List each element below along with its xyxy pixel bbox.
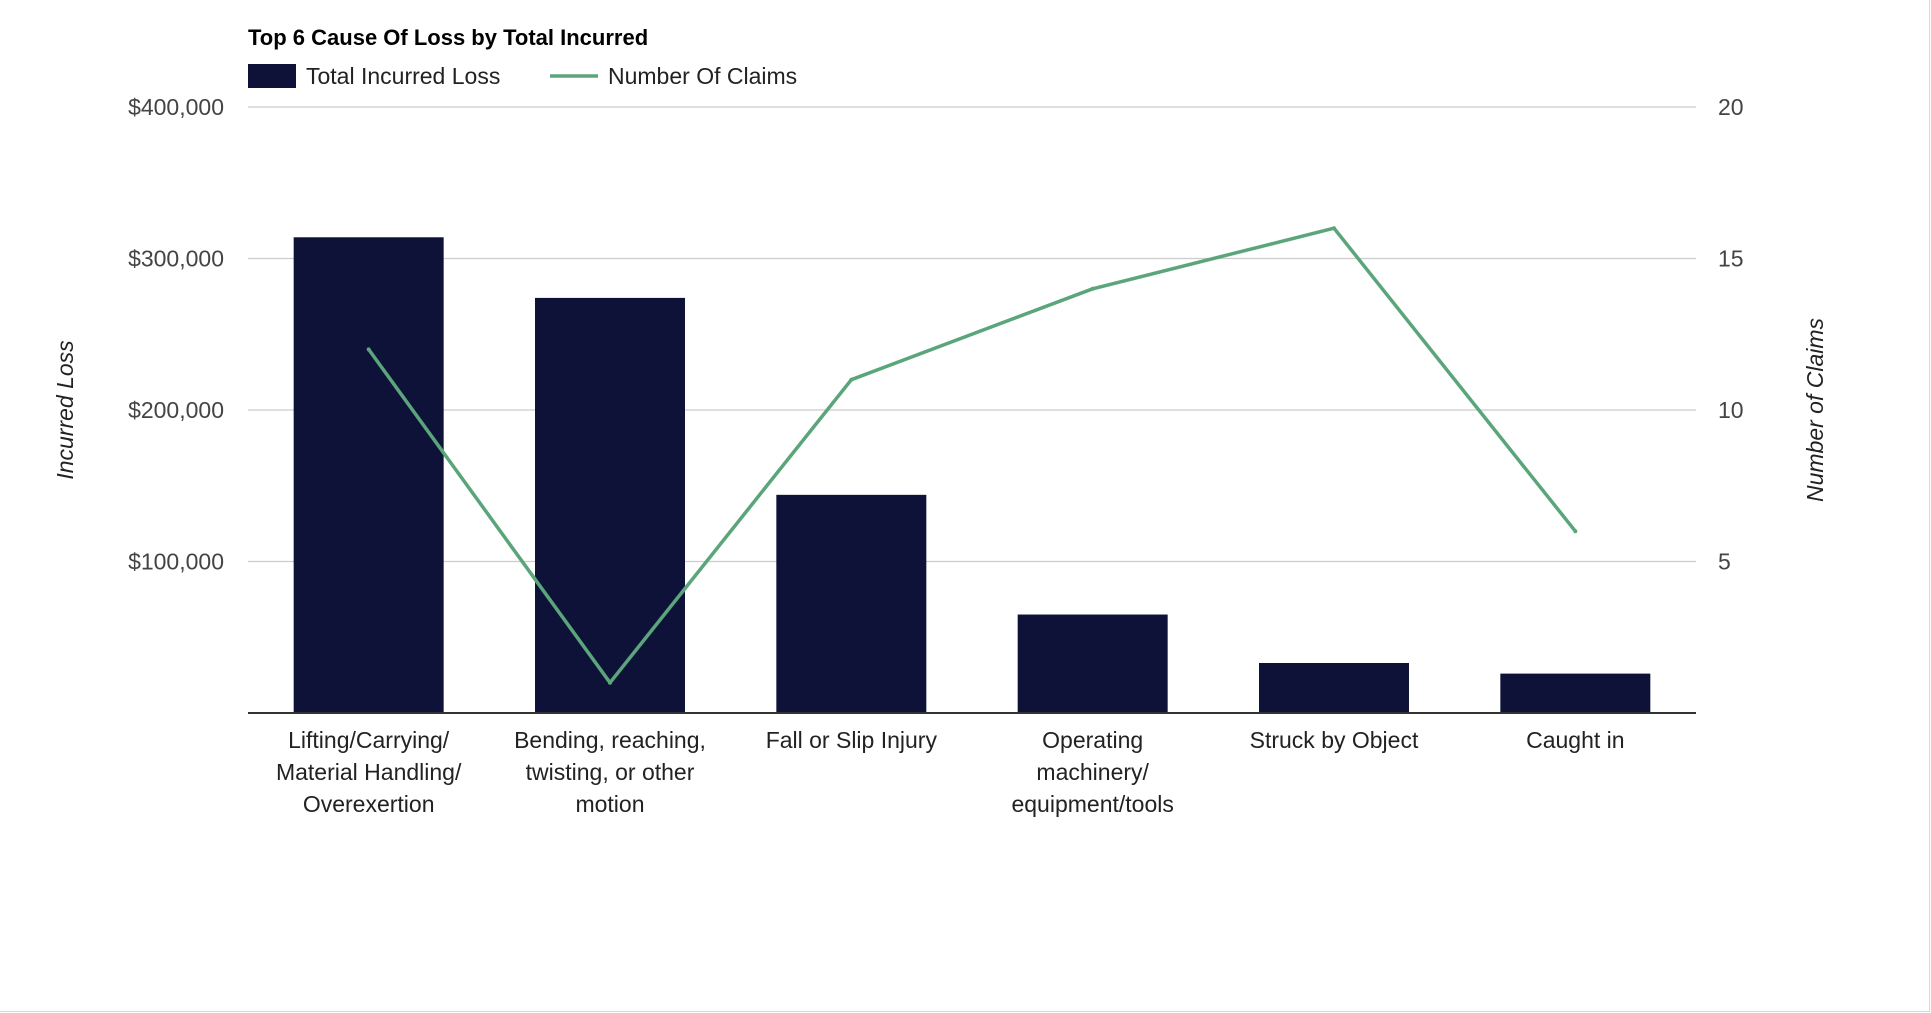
bar[interactable] (1500, 673, 1651, 713)
bar[interactable] (293, 237, 444, 714)
x-axis-categories: Lifting/Carrying/Material Handling/Overe… (276, 727, 1625, 817)
y2-axis-title: Number of Claims (1802, 317, 1828, 502)
bar[interactable] (535, 297, 685, 713)
claims-point[interactable] (1332, 226, 1336, 231)
category-label: Fall or Slip Injury (766, 727, 938, 753)
chart-title: Top 6 Cause Of Loss by Total Incurred (248, 25, 648, 50)
bar[interactable] (1017, 614, 1168, 713)
category-label: Lifting/Carrying/Material Handling/Overe… (276, 727, 462, 817)
y2-tick-label: 15 (1718, 246, 1744, 272)
y-tick-label: $300,000 (128, 246, 224, 272)
legend-swatch-bar (248, 64, 296, 88)
legend: Total Incurred Loss Number Of Claims (248, 63, 797, 89)
legend-label-total-incurred-loss: Total Incurred Loss (306, 63, 500, 89)
y2-tick-label: 20 (1718, 94, 1744, 120)
y2-axis-ticks: 5 10 15 20 (1718, 94, 1744, 575)
claims-line[interactable] (367, 226, 1577, 685)
bar[interactable] (776, 494, 927, 713)
legend-label-number-of-claims: Number Of Claims (608, 63, 797, 89)
y-tick-label: $100,000 (128, 549, 224, 575)
bar-series (293, 237, 1651, 714)
y-axis-title: Incurred Loss (52, 340, 78, 480)
category-label: Struck by Object (1250, 727, 1419, 753)
bar[interactable] (1259, 663, 1409, 713)
claims-point[interactable] (366, 347, 371, 352)
category-label: Operating machinery/equipment/tools (1011, 727, 1173, 817)
y2-tick-label: 10 (1718, 397, 1744, 423)
category-label: Bending, reaching, twisting, or other moti… (514, 727, 706, 817)
claims-point[interactable] (1573, 529, 1578, 534)
y2-tick-label: 5 (1718, 549, 1731, 575)
claims-point[interactable] (1090, 286, 1095, 291)
line-series (366, 226, 1578, 685)
y-tick-label: $200,000 (128, 397, 224, 423)
y-tick-label: $400,000 (128, 94, 224, 120)
claims-point[interactable] (608, 680, 612, 685)
claims-point[interactable] (849, 377, 854, 382)
category-label: Caught in (1526, 727, 1624, 753)
gridlines (248, 106, 1696, 563)
y-axis-ticks: $100,000 $200,000 $300,000 $400,000 (128, 94, 224, 575)
